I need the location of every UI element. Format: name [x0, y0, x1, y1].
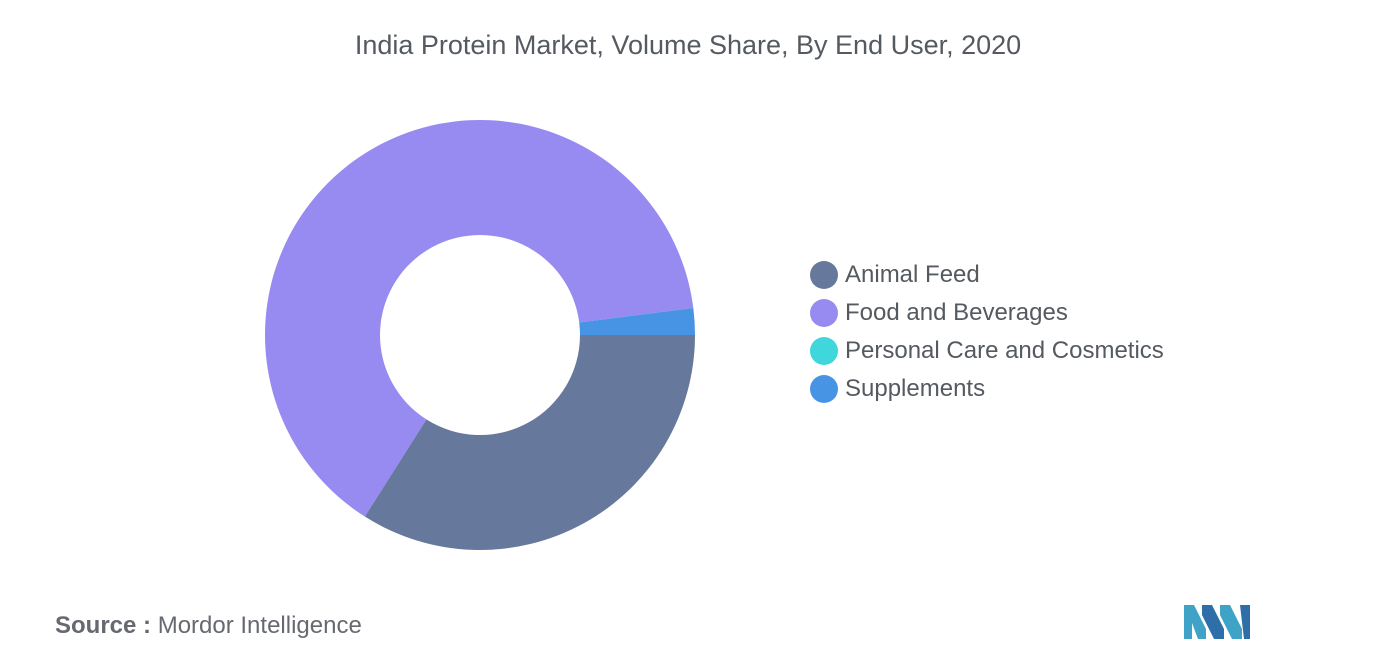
source-note: Source : Mordor Intelligence: [55, 612, 362, 640]
source-label: Source :: [55, 612, 152, 639]
chart-legend: Animal Feed Food and Beverages Personal …: [810, 256, 1164, 408]
legend-item-supplements[interactable]: Supplements: [810, 370, 1164, 408]
donut-chart: [264, 119, 695, 550]
source-value: Mordor Intelligence: [157, 612, 362, 639]
legend-label: Supplements: [845, 375, 986, 402]
legend-swatch: [810, 337, 838, 365]
legend-swatch: [810, 299, 838, 327]
slice-supplements[interactable]: [579, 308, 695, 335]
legend-swatch: [810, 375, 838, 403]
legend-label: Personal Care and Cosmetics: [845, 337, 1164, 364]
legend-label: Animal Feed: [845, 261, 980, 288]
slice-animal-feed[interactable]: [364, 335, 695, 550]
legend-label: Food and Beverages: [845, 299, 1068, 326]
legend-item-food-and-beverages[interactable]: Food and Beverages: [810, 294, 1164, 332]
legend-swatch: [810, 261, 838, 289]
mordor-intelligence-logo-icon: [1184, 605, 1250, 639]
legend-item-personal-care-and-cosmetics[interactable]: Personal Care and Cosmetics: [810, 332, 1164, 370]
slice-food-and-beverages[interactable]: [264, 119, 694, 517]
chart-title: India Protein Market, Volume Share, By E…: [354, 30, 1022, 60]
legend-item-animal-feed[interactable]: Animal Feed: [810, 256, 1164, 294]
